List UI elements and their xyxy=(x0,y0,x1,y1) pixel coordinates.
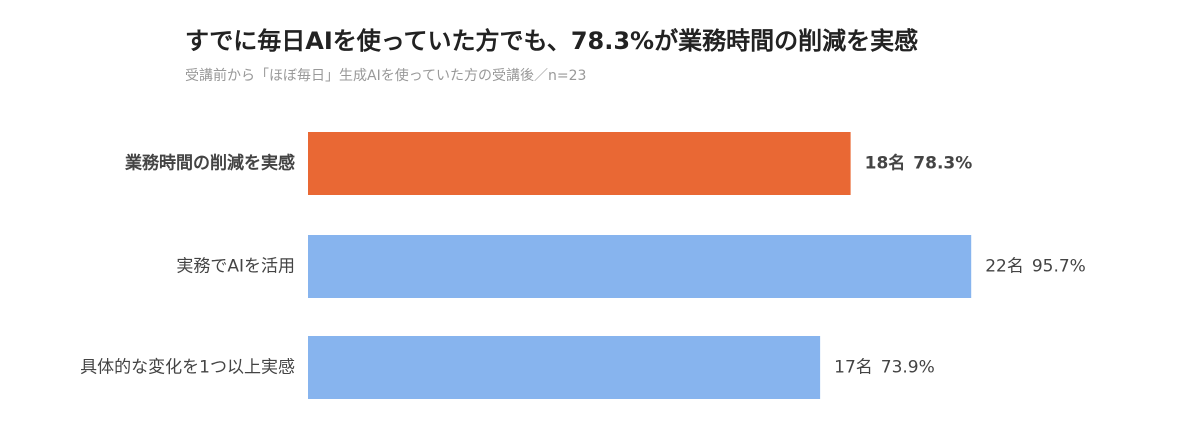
value-label: 78.3% xyxy=(913,154,972,174)
bar xyxy=(308,235,972,298)
count-label: 22名 xyxy=(985,257,1024,277)
value-label: 73.9% xyxy=(881,358,935,378)
bar xyxy=(308,336,821,399)
chart-subtitle: 受講前から「ほぼ毎日」生成AIを使っていた方の受講後／n=23 xyxy=(185,67,586,84)
count-label: 18名 xyxy=(865,153,906,174)
bar xyxy=(308,132,851,195)
value-label: 95.7% xyxy=(1032,257,1086,277)
chart-title: すでに毎日AIを使っていた方でも、78.3%が業務時間の削減を実感 xyxy=(185,27,918,55)
category-label: 実務でAIを活用 xyxy=(176,257,295,277)
count-label: 17名 xyxy=(834,358,873,378)
category-label: 具体的な変化を1つ以上実感 xyxy=(80,358,295,378)
category-label: 業務時間の削減を実感 xyxy=(125,153,295,174)
